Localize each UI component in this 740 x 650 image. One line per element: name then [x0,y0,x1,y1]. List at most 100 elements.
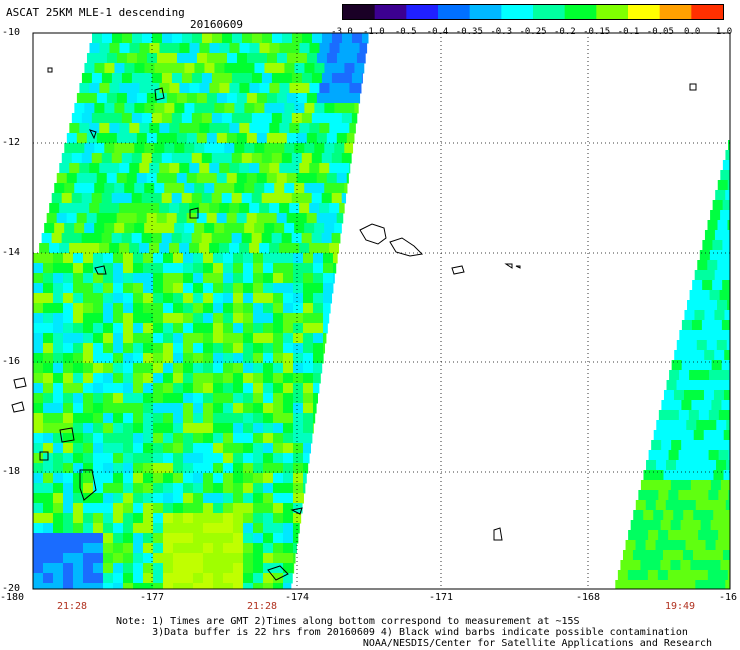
swath-pixel [149,163,160,174]
swath-pixel [658,450,670,461]
swath-pixel [213,323,224,334]
swath-pixel [294,63,305,74]
swath-pixel [223,473,234,484]
swath-pixel [688,530,699,541]
swath-pixel [711,360,723,371]
swath-pixel [111,193,123,204]
swath-pixel [698,490,709,501]
swath-pixel [663,430,675,441]
swath-pixel [723,470,731,481]
swath-pixel [84,223,95,234]
swath-pixel [159,43,170,54]
swath-pixel [666,420,677,431]
swath-pixel [131,73,143,84]
colorbar-segment [691,5,723,19]
swath-pixel [723,510,731,521]
swath-pixel [650,480,662,491]
swath-pixel [134,143,145,154]
swath-pixel [273,513,284,524]
swath-pixel [203,433,214,444]
swath-pixel [99,203,110,214]
colorbar-segment [343,5,376,19]
swath-pixel [33,533,44,544]
swath-pixel [253,273,264,284]
swath-pixel [303,363,314,374]
swath-pixel [263,313,274,324]
swath-pixel [166,93,178,104]
swath-pixel [183,433,194,444]
swath-pixel [271,193,283,204]
swath-pixel [714,310,725,321]
swath-pixel [263,263,274,274]
swath-pixel [276,93,288,104]
swath-pixel [656,420,667,431]
swath-pixel [119,43,130,54]
swath-pixel [349,83,360,94]
swath-pixel [223,503,234,514]
swath-pixel [294,103,305,114]
swath-pixel [710,560,721,571]
swath-pixel [133,553,144,564]
swath-pixel [324,63,335,74]
swath-pixel [326,93,338,104]
swath-pixel [281,113,293,124]
swath-pixel [329,123,340,134]
swath-pixel [704,230,716,241]
swath-pixel [173,403,184,414]
swath-pixel [123,483,134,494]
swath-pixel [249,43,260,54]
swath-pixel [103,363,114,374]
swath-pixel [283,253,294,264]
swath-pixel [103,333,114,344]
swath-pixel [93,553,104,564]
swath-pixel [101,153,113,164]
swath-pixel [309,123,320,134]
swath-pixel [640,560,651,571]
swath-pixel [153,433,164,444]
swath-pixel [89,43,100,54]
swath-pixel [203,503,214,514]
swath-pixel [163,423,174,434]
swath-pixel [141,193,153,204]
swath-pixel [69,243,80,254]
swath-pixel [153,263,164,274]
swath-pixel [103,433,114,444]
map-title: ASCAT 25KM MLE-1 descending [6,6,185,19]
swath-pixel [704,310,715,321]
swath-pixel [143,493,154,504]
swath-pixel [191,153,203,164]
swath-pixel [133,303,144,314]
swath-pixel [296,53,308,64]
swath-pixel [193,333,204,344]
swath-pixel [231,113,243,124]
swath-pixel [43,553,54,564]
swath-pixel [113,313,124,324]
swath-pixel [675,540,687,551]
swath-pixel [173,413,184,424]
swath-pixel [690,520,702,531]
swath-pixel [722,160,731,171]
swath-pixel [133,353,144,364]
swath-pixel [192,33,203,44]
swath-pixel [293,263,304,274]
swath-pixel [133,253,144,264]
swath-pixel [133,423,144,434]
swath-pixel [303,483,306,494]
swath-pixel [263,333,274,344]
swath-pixel [331,233,341,244]
swath-pixel [719,330,730,341]
swath-pixel [103,553,114,564]
swath-pixel [183,463,194,474]
swath-pixel [63,313,74,324]
swath-pixel [133,343,144,354]
swath-pixel [293,283,304,294]
swath-pixel [696,340,708,351]
swath-pixel [698,410,710,421]
swath-pixel [63,403,74,414]
swath-pixel [73,473,84,484]
swath-pixel [53,353,64,364]
swath-pixel [173,433,184,444]
swath-pixel [123,293,134,304]
swath-pixel [203,293,214,304]
